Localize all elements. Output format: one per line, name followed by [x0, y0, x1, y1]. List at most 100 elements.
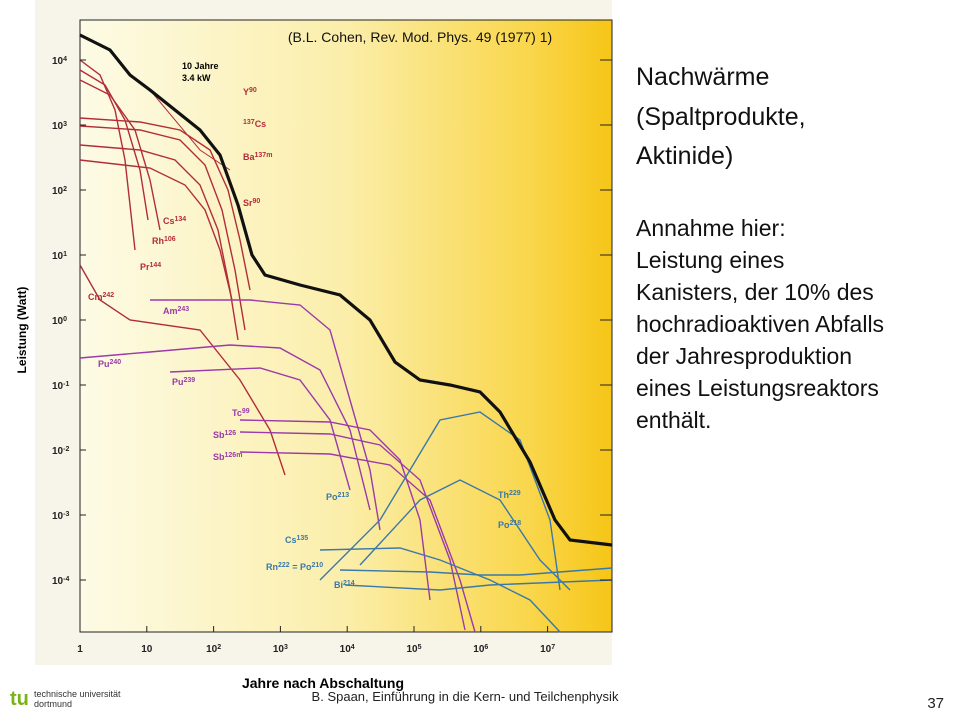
superscript: 90: [249, 87, 257, 94]
slide-body: Annahme hier: Leistung eines Kanisters, de…: [636, 215, 884, 433]
curve-label: Y90: [243, 87, 257, 98]
superscript: 1: [63, 251, 67, 258]
x-tick-label: 103: [273, 644, 288, 656]
annotation: 3.4 kW: [182, 73, 211, 83]
x-tick-label: 107: [540, 644, 555, 656]
annotation: 10 Jahre: [182, 61, 219, 71]
x-tick-label: 105: [406, 644, 421, 656]
label-part: 10: [52, 186, 64, 197]
curve-label: Bi214: [334, 580, 355, 591]
y-tick-label: 10-1: [52, 381, 69, 393]
superscript: 99: [242, 408, 250, 415]
superscript: 222: [278, 562, 290, 569]
y-tick-label: 100: [52, 316, 67, 328]
label-part: Pu: [172, 377, 184, 387]
x-tick-label: 104: [340, 644, 355, 656]
x-axis-label: Jahre nach Abschaltung: [242, 675, 404, 691]
superscript: 134: [175, 216, 187, 223]
label-part: Cs: [163, 216, 175, 226]
slide-title: Aktinide): [636, 142, 733, 170]
label-part: Pu: [98, 359, 110, 369]
label-part: 10: [540, 644, 552, 655]
label-part: 10: [473, 644, 485, 655]
page-number: 37: [927, 695, 944, 711]
superscript: 106: [164, 236, 176, 243]
label-part: 10: [340, 644, 352, 655]
label-part: Po: [326, 492, 338, 502]
superscript: 240: [110, 359, 122, 366]
body-line: der Jahresproduktion: [636, 343, 852, 369]
university: technische universität: [34, 689, 121, 699]
label-part: = Po: [290, 562, 312, 572]
course: B. Spaan, Einführung in die Kern- und Te…: [312, 689, 619, 704]
label-part: 10: [52, 316, 64, 327]
body-line: hochradioaktiven Abfalls: [636, 311, 884, 337]
label-part: 10: [52, 446, 64, 457]
curve-label: Sb126: [213, 430, 236, 441]
label-part: Cm: [88, 292, 103, 302]
superscript: 144: [150, 262, 162, 269]
slide-title: (Spaltprodukte,: [636, 103, 806, 131]
x-tick-label: 102: [206, 644, 221, 656]
curves: [79, 33, 613, 633]
label-part: Am: [163, 306, 178, 316]
superscript: 126m: [225, 452, 243, 459]
superscript: 243: [178, 306, 190, 313]
y-tick-label: 104: [52, 56, 67, 68]
superscript: 0: [63, 316, 67, 323]
label-part: 10: [52, 576, 64, 587]
curve-label: Ba137m: [243, 152, 272, 163]
y-tick-label: 103: [52, 121, 67, 133]
superscript: 6: [484, 644, 488, 651]
curve-label: Rh106: [152, 236, 176, 247]
superscript: 214: [343, 580, 355, 587]
superscript: 137: [243, 119, 255, 126]
curve-label: Rn222 = Po210: [266, 562, 323, 573]
label-part: Cs: [285, 535, 297, 545]
y-tick-label: 101: [52, 251, 67, 263]
label-part: Th: [498, 490, 509, 500]
label-part: 10: [52, 251, 64, 262]
superscript: 213: [338, 492, 350, 499]
label-part: 10: [141, 644, 153, 655]
label-part: Tc: [232, 408, 242, 418]
logo: tu: [10, 688, 29, 710]
curve-label: Sr90: [243, 198, 260, 209]
body-line: enthält.: [636, 407, 711, 433]
curve-label: Cs134: [163, 216, 186, 227]
curve-label: Pr144: [140, 262, 161, 273]
superscript: -1: [63, 381, 69, 388]
label-part: Y: [243, 87, 249, 97]
body-line: Leistung eines: [636, 247, 784, 273]
superscript: 7: [551, 644, 555, 651]
superscript: 2: [63, 186, 67, 193]
superscript: 3: [284, 644, 288, 651]
body-line: Annahme hier:: [636, 215, 786, 241]
label-part: 10: [206, 644, 218, 655]
curve-label: Th229: [498, 490, 521, 501]
y-tick-label: 102: [52, 186, 67, 198]
curve-label: Po213: [326, 492, 349, 503]
curve-label: Tc99: [232, 408, 250, 419]
label-part: Pr: [140, 262, 150, 272]
curve-label: Sb126m: [213, 452, 242, 463]
label-part: Rn: [266, 562, 278, 572]
label-part: Sb: [213, 430, 225, 440]
label-part: Cs: [255, 119, 267, 129]
superscript: 5: [418, 644, 422, 651]
body-line: eines Leistungsreaktors: [636, 375, 879, 401]
curve-label: Cs135: [285, 535, 308, 546]
slide-title: Nachwärme: [636, 63, 769, 91]
plot-area: [79, 19, 613, 633]
superscript: 3: [63, 121, 67, 128]
superscript: 137m: [255, 152, 273, 159]
citation: (B.L. Cohen, Rev. Mod. Phys. 49 (1977) 1…: [288, 29, 552, 45]
superscript: 4: [63, 56, 67, 63]
label-part: 10: [52, 511, 64, 522]
label-part: 10: [52, 381, 64, 392]
y-tick-label: 10-2: [52, 446, 69, 458]
label-part: 10: [406, 644, 418, 655]
curve-label: Po218: [498, 520, 521, 531]
